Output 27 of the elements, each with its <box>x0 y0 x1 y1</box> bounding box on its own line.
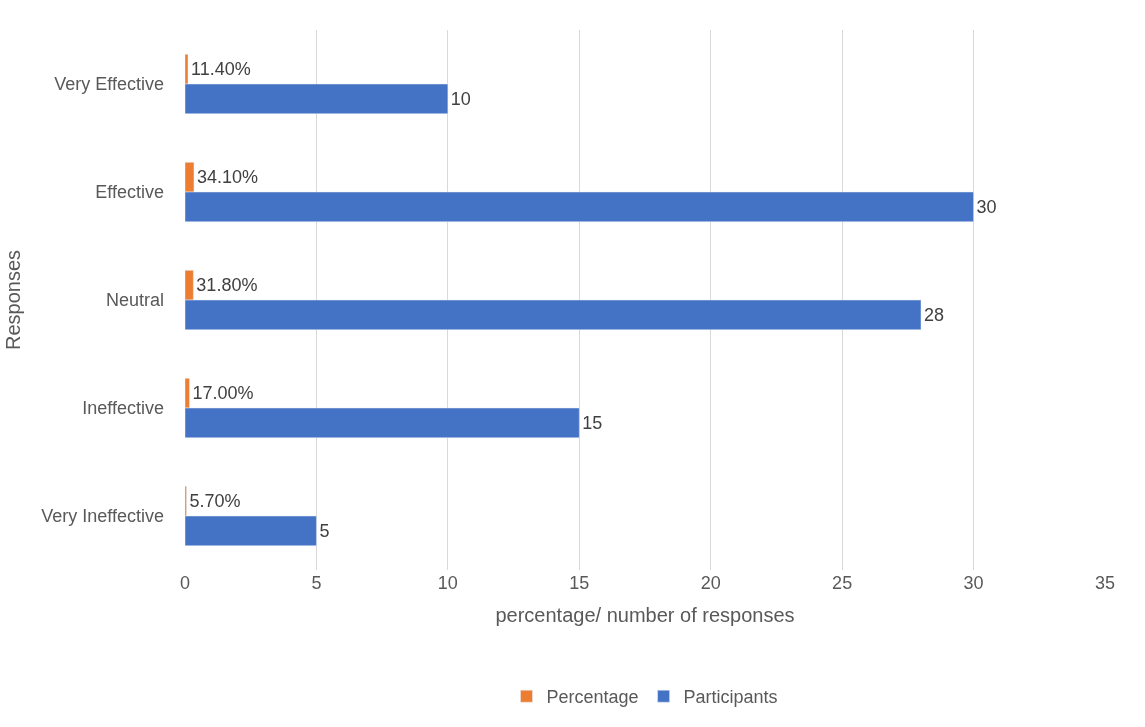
y-axis-title: Responses <box>1 249 24 351</box>
data-label: 28 <box>924 304 945 325</box>
legend-label: Participants <box>683 687 778 708</box>
y-tick-label: Very Ineffective <box>41 506 164 527</box>
y-tick-label: Effective <box>95 182 164 203</box>
y-tick-label: Very Effective <box>54 74 164 95</box>
data-label: 31.80% <box>196 275 258 296</box>
data-label: 11.40% <box>191 59 251 80</box>
x-tick-label: 15 <box>569 573 590 593</box>
data-label: 5.70% <box>189 491 241 512</box>
x-tick-label: 25 <box>832 573 853 593</box>
x-tick-label: 20 <box>700 573 721 593</box>
data-label: 30 <box>976 196 997 217</box>
data-label: 10 <box>450 88 471 109</box>
data-label: 34.10% <box>196 167 259 188</box>
data-label: 17.00% <box>192 383 254 404</box>
x-tick-label: 0 <box>179 573 191 593</box>
y-tick-label: Neutral <box>105 290 164 311</box>
x-tick-label: 10 <box>437 573 458 593</box>
legend-label: Percentage <box>546 687 639 708</box>
x-tick-label: 35 <box>1094 573 1116 593</box>
x-axis-title: percentage/ number of responses <box>495 603 795 626</box>
x-tick-label: 30 <box>963 573 984 593</box>
y-tick-label: Ineffective <box>82 398 164 419</box>
data-label: 5 <box>319 520 330 541</box>
data-label: 15 <box>582 412 603 433</box>
x-tick-label: 5 <box>311 573 322 593</box>
